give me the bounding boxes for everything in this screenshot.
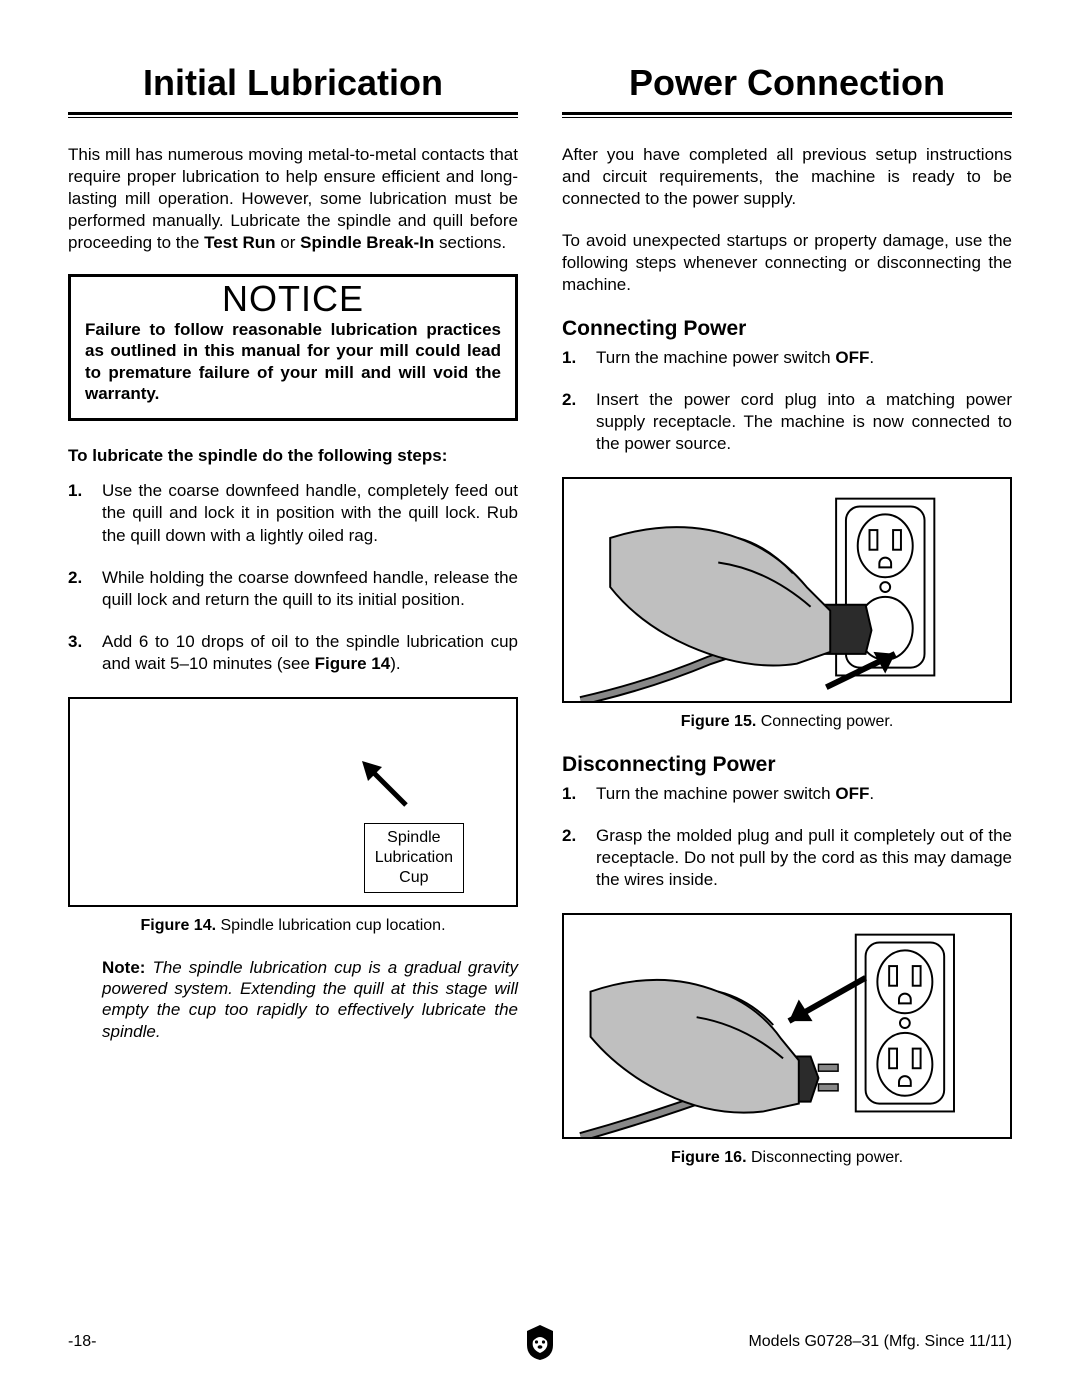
left-title: Initial Lubrication — [68, 62, 518, 104]
fig14-l1: Spindle — [387, 829, 440, 846]
fig14-caption: Figure 14. Spindle lubrication cup locat… — [68, 917, 518, 935]
fig16-cap-r: Disconnecting power. — [747, 1149, 904, 1166]
step-1: Use the coarse downfeed handle, complete… — [68, 480, 518, 546]
disconnecting-steps: Turn the machine power switch OFF. Grasp… — [562, 783, 1012, 891]
models-text: Models G0728–31 (Mfg. Since 11/11) — [748, 1333, 1012, 1351]
notice-body: Failure to follow reasonable lubrication… — [85, 319, 501, 404]
step3-bold: Figure 14 — [315, 654, 391, 673]
step-3: Add 6 to 10 drops of oil to the spindle … — [68, 631, 518, 675]
step3-a: Add 6 to 10 drops of oil to the spindle … — [102, 632, 518, 673]
intro-paragraph: This mill has numerous moving metal-to-m… — [68, 144, 518, 254]
fig14-cap-r: Spindle lubrication cup location. — [216, 917, 445, 934]
note-label: Note: — [102, 958, 145, 977]
fig16-caption: Figure 16. Disconnecting power. — [562, 1149, 1012, 1167]
notice-box: NOTICE Failure to follow reasonable lubr… — [68, 274, 518, 421]
step-2: While holding the coarse downfeed handle… — [68, 567, 518, 611]
intro-b1: Test Run — [204, 233, 275, 252]
title-rule-right — [562, 112, 1012, 118]
intro-end: sections. — [434, 233, 506, 252]
figure-16-box — [562, 913, 1012, 1139]
cs1-a: Turn the machine power switch — [596, 348, 835, 367]
fig14-label-box: Spindle Lubrication Cup — [364, 823, 464, 893]
title-rule-left — [68, 112, 518, 118]
figure-14-box: Spindle Lubrication Cup — [68, 697, 518, 907]
connecting-power-illustration — [564, 479, 1010, 701]
fig16-cap-b: Figure 16. — [671, 1149, 747, 1166]
note-body: The spindle lubrication cup is a gradual… — [102, 958, 518, 1041]
page-footer: -18- Models G0728–31 (Mfg. Since 11/11) — [68, 1333, 1012, 1351]
power-p2: To avoid unexpected startups or property… — [562, 230, 1012, 296]
arrow-icon — [360, 759, 410, 809]
note-block: Note: The spindle lubrication cup is a g… — [68, 957, 518, 1042]
cs1-c: . — [869, 348, 874, 367]
figure-15-box — [562, 477, 1012, 703]
fig14-cap-b: Figure 14. — [140, 917, 216, 934]
step3-b: ). — [390, 654, 400, 673]
fig15-cap-b: Figure 15. — [681, 713, 757, 730]
fig14-l3: Cup — [399, 869, 428, 886]
notice-title: NOTICE — [85, 279, 501, 319]
conn-step-2: Insert the power cord plug into a matchi… — [562, 389, 1012, 455]
conn-step-1: Turn the machine power switch OFF. — [562, 347, 1012, 369]
fig15-cap-r: Connecting power. — [756, 713, 893, 730]
fig15-caption: Figure 15. Connecting power. — [562, 713, 1012, 731]
bear-logo-icon — [523, 1323, 557, 1361]
steps-heading: To lubricate the spindle do the followin… — [68, 445, 518, 466]
right-column: Power Connection After you have complete… — [562, 62, 1012, 1189]
right-title: Power Connection — [562, 62, 1012, 104]
ds1-a: Turn the machine power switch — [596, 784, 835, 803]
ds1-c: . — [869, 784, 874, 803]
arrow-icon — [789, 978, 866, 1021]
fig14-l2: Lubrication — [375, 849, 453, 866]
left-column: Initial Lubrication This mill has numero… — [68, 62, 518, 1189]
intro-b2: Spindle Break-In — [300, 233, 434, 252]
power-p1: After you have completed all previous se… — [562, 144, 1012, 210]
disconnecting-heading: Disconnecting Power — [562, 753, 1012, 777]
disconnecting-power-illustration — [564, 915, 1010, 1137]
disc-step-2: Grasp the molded plug and pull it comple… — [562, 825, 1012, 891]
lubrication-steps: Use the coarse downfeed handle, complete… — [68, 480, 518, 675]
connecting-heading: Connecting Power — [562, 317, 1012, 341]
page-number: -18- — [68, 1333, 96, 1351]
ds1-b: OFF — [835, 784, 869, 803]
intro-mid: or — [276, 233, 301, 252]
disc-step-1: Turn the machine power switch OFF. — [562, 783, 1012, 805]
connecting-steps: Turn the machine power switch OFF. Inser… — [562, 347, 1012, 455]
cs1-b: OFF — [835, 348, 869, 367]
